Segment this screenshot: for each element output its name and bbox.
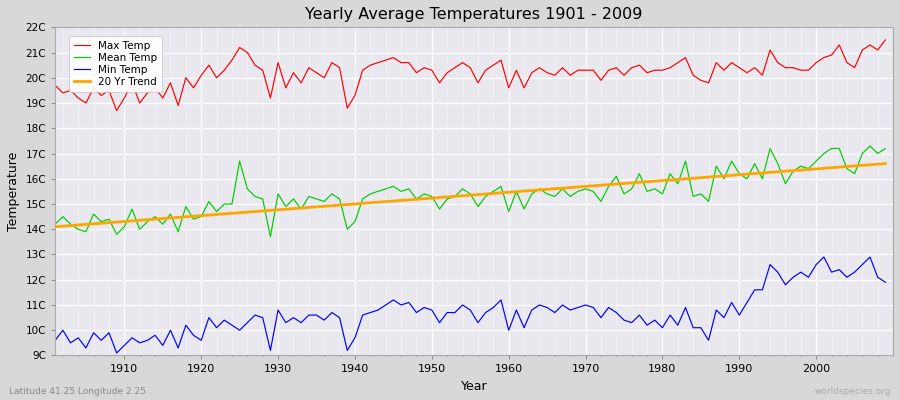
Min Temp (119, 343, 130, 348)
Max Temp (288, 70, 299, 75)
Mean Temp (880, 146, 891, 151)
Min Temp (503, 328, 514, 333)
Mean Temp (503, 209, 514, 214)
Legend: Max Temp, Mean Temp, Min Temp, 20 Yr Trend: Max Temp, Mean Temp, Min Temp, 20 Yr Tre… (68, 36, 162, 92)
Mean Temp (265, 234, 275, 239)
Mean Temp (865, 144, 876, 148)
Mean Temp (50, 222, 60, 226)
Min Temp (334, 315, 345, 320)
Max Temp (334, 65, 345, 70)
Min Temp (603, 305, 614, 310)
Mean Temp (334, 196, 345, 201)
Max Temp (880, 38, 891, 42)
Max Temp (503, 86, 514, 90)
Text: Latitude 41.25 Longitude 2.25: Latitude 41.25 Longitude 2.25 (9, 387, 146, 396)
Min Temp (112, 350, 122, 355)
Y-axis label: Temperature: Temperature (7, 152, 20, 231)
Line: Min Temp: Min Temp (55, 257, 886, 353)
Max Temp (603, 68, 614, 72)
Max Temp (511, 68, 522, 72)
Mean Temp (112, 232, 122, 237)
Mean Temp (603, 184, 614, 189)
Max Temp (112, 108, 122, 113)
Min Temp (511, 308, 522, 312)
Line: Mean Temp: Mean Temp (55, 146, 886, 237)
Max Temp (119, 96, 130, 100)
X-axis label: Year: Year (461, 380, 488, 393)
Mean Temp (288, 196, 299, 201)
Text: worldspecies.org: worldspecies.org (814, 387, 891, 396)
Title: Yearly Average Temperatures 1901 - 2009: Yearly Average Temperatures 1901 - 2009 (305, 7, 643, 22)
Min Temp (288, 315, 299, 320)
Min Temp (50, 338, 60, 343)
Max Temp (50, 83, 60, 88)
Min Temp (818, 255, 829, 260)
Mean Temp (511, 189, 522, 194)
Line: Max Temp: Max Temp (55, 40, 886, 110)
Min Temp (880, 280, 891, 285)
